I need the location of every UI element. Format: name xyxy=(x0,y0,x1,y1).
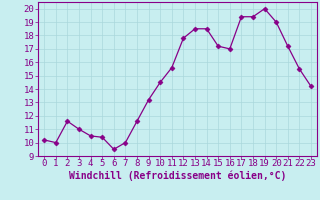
X-axis label: Windchill (Refroidissement éolien,°C): Windchill (Refroidissement éolien,°C) xyxy=(69,171,286,181)
